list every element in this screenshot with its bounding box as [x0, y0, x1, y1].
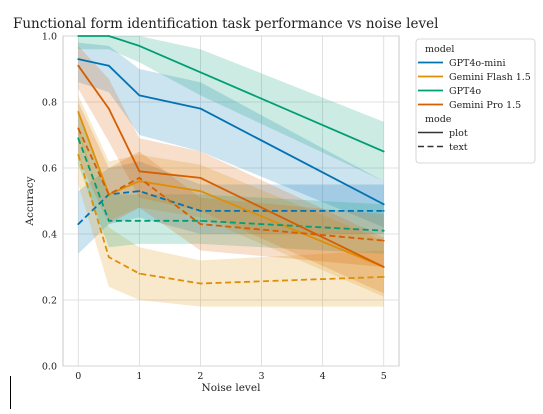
x-tick-label: 0 [75, 371, 81, 382]
chart-title: Functional form identification task perf… [13, 16, 438, 32]
point-gemini-pro-1-5-plot [107, 107, 110, 110]
point-gemini-pro-1-5-plot [138, 170, 141, 173]
x-tick-label: 5 [381, 371, 387, 382]
point-gemini-flash-1-5-plot [138, 180, 141, 183]
point-gemini-pro-1-5-text [77, 127, 80, 130]
point-gpt4o-mini-text [199, 210, 202, 212]
point-gemini-flash-1-5-text [199, 282, 202, 285]
point-gpt4o-text [199, 219, 202, 222]
left-border-line [10, 376, 11, 409]
point-gemini-flash-1-5-plot [77, 111, 80, 113]
point-gpt4o-mini-text [382, 210, 385, 212]
point-gemini-flash-1-5-text [138, 272, 141, 275]
legend-label-plot: plot [449, 128, 468, 139]
point-gpt4o-mini-plot [107, 64, 110, 67]
point-gpt4o-text [77, 137, 80, 140]
plot-area [62, 35, 400, 367]
y-tick-label: 0.2 [42, 296, 57, 307]
band-gpt4o-mini-plot [78, 42, 384, 228]
band-gpt4o-text [78, 111, 384, 254]
point-gemini-pro-1-5-plot [199, 177, 202, 179]
point-gpt4o-mini-text [138, 190, 141, 193]
point-gpt4o-text [138, 219, 141, 222]
legend-label-gemini-flash-1-5: Gemini Flash 1.5 [449, 72, 531, 83]
point-gemini-pro-1-5-plot [77, 64, 80, 67]
y-tick-label: 0.6 [42, 164, 57, 175]
line-gemini-flash-1-5-text [77, 154, 384, 285]
legend-header-model: model [425, 44, 454, 55]
band-gpt4o-plot [78, 36, 384, 182]
legend: model GPT4o-mini Gemini Flash 1.5 GPT4o Gemi… [415, 38, 536, 164]
legend-label-gpt4o-mini: GPT4o-mini [449, 58, 506, 69]
point-gemini-flash-1-5-text [107, 256, 110, 258]
legend-label-gemini-pro-1-5: Gemini Pro 1.5 [449, 100, 521, 111]
point-gemini-flash-1-5-plot [199, 190, 202, 193]
point-gemini-flash-1-5-text [77, 153, 80, 156]
grid [63, 35, 399, 367]
point-gpt4o-mini-text [77, 223, 80, 226]
point-gpt4o-plot [382, 150, 385, 153]
band-gemini-pro-1-5-plot [78, 45, 384, 294]
point-gpt4o-plot [107, 35, 110, 37]
y-tick-label: 0.0 [42, 362, 57, 373]
confidence-bands [78, 36, 384, 307]
band-gemini-flash-1-5-text [78, 125, 384, 307]
x-axis-label: Noise level [202, 382, 262, 394]
x-tick-label: 2 [197, 371, 203, 382]
point-gpt4o-text [382, 229, 385, 232]
point-gpt4o-mini-plot [382, 203, 385, 206]
band-gemini-flash-1-5-plot [78, 95, 384, 297]
legend-label-text: text [449, 142, 468, 153]
y-tick-label: 0.8 [42, 98, 57, 109]
y-axis-label: Accuracy [24, 176, 36, 226]
legend-label-gpt4o: GPT4o [449, 86, 481, 97]
point-gemini-pro-1-5-text [382, 239, 385, 242]
point-gpt4o-mini-plot [199, 107, 202, 110]
legend-box [415, 38, 536, 164]
tick-labels: 0 1 2 3 4 5 0.0 0.2 0.4 0.6 0.8 1.0 [42, 32, 387, 383]
x-tick-label: 1 [136, 371, 142, 382]
x-tick-label: 3 [259, 371, 265, 382]
point-gpt4o-mini-plot [138, 94, 141, 97]
y-tick-label: 1.0 [42, 32, 57, 43]
point-gpt4o-text [107, 219, 110, 222]
point-gpt4o-plot [138, 45, 141, 47]
y-tick-label: 0.4 [42, 230, 57, 241]
point-gpt4o-mini-plot [77, 58, 80, 60]
legend-header-mode: mode [425, 114, 452, 125]
point-gpt4o-plot [77, 35, 80, 37]
x-tick-label: 4 [320, 371, 326, 382]
point-gemini-flash-1-5-text [382, 276, 385, 278]
point-gemini-pro-1-5-text [107, 193, 110, 196]
point-gemini-pro-1-5-plot [382, 266, 385, 268]
point-gemini-pro-1-5-text [199, 223, 202, 226]
point-gemini-pro-1-5-text [138, 177, 141, 179]
series-lines [77, 35, 385, 285]
point-gpt4o-plot [199, 71, 202, 74]
